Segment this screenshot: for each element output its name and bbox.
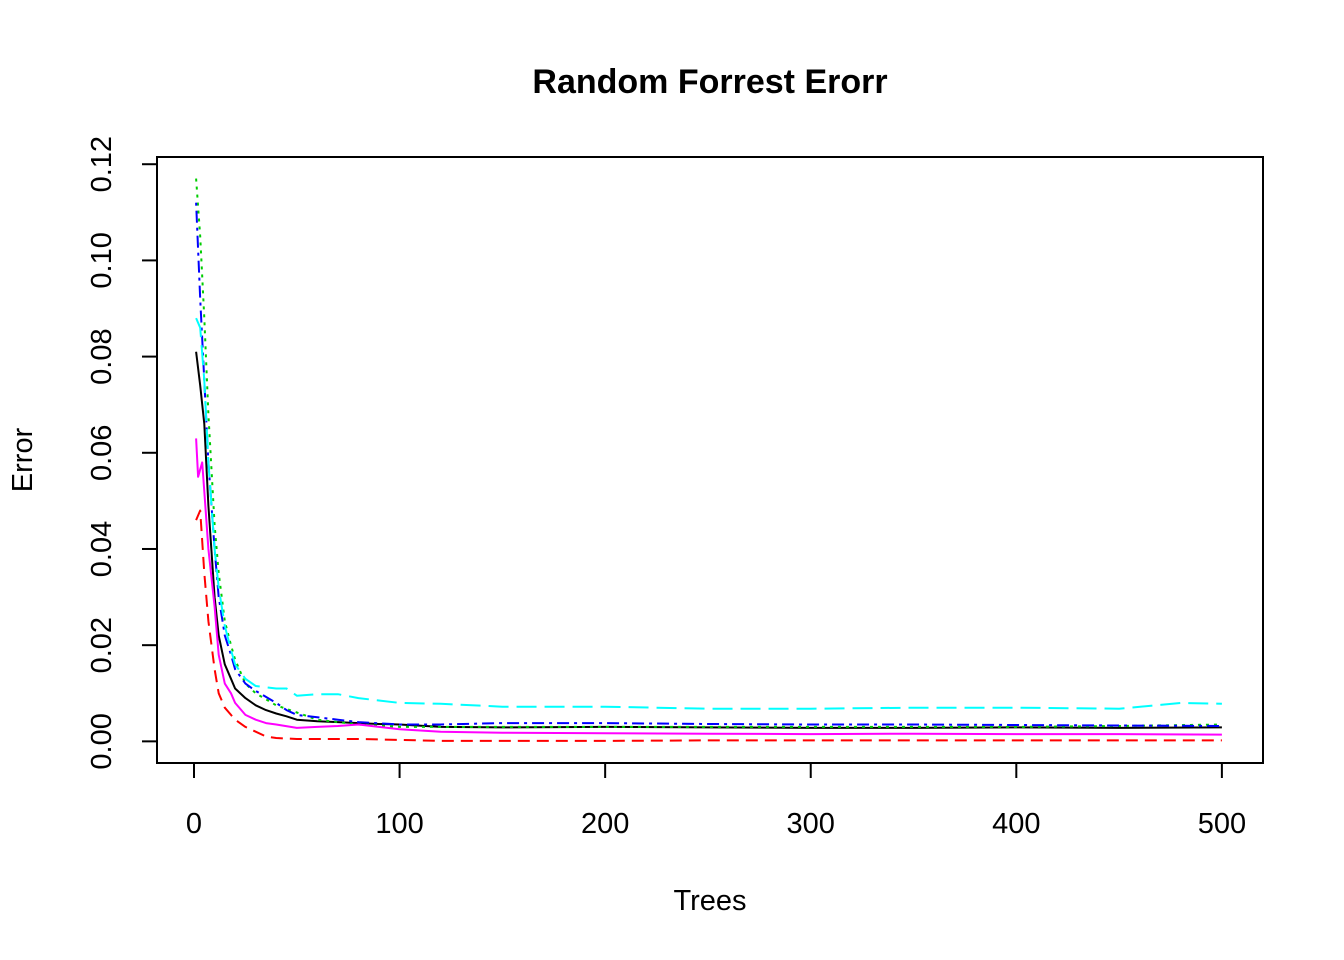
x-tick-label: 300 [787, 808, 835, 840]
y-tick-label: 0.12 [86, 136, 118, 192]
x-tick-label: 0 [186, 808, 202, 840]
y-axis-label: Error [7, 427, 39, 492]
y-tick-label: 0.04 [86, 521, 118, 577]
y-tick-label: 0.02 [86, 617, 118, 673]
x-axis: 0 100 200 300 400 500 [186, 762, 1246, 840]
series-line-1 [195, 351, 1222, 729]
y-tick-label: 0.10 [86, 232, 118, 288]
series-line-4 [195, 202, 1222, 727]
series-layer [195, 178, 1222, 742]
y-axis: 0.00 0.02 0.04 0.06 0.08 0.10 0.12 [86, 136, 158, 770]
x-tick-label: 400 [992, 808, 1040, 840]
series-line-2 [195, 509, 1222, 742]
series-line-3 [195, 178, 1222, 728]
series-line-5 [195, 317, 1222, 710]
y-tick-label: 0.06 [86, 425, 118, 481]
x-tick-label: 200 [581, 808, 629, 840]
chart-title: Random Forrest Erorr [532, 63, 887, 101]
y-tick-label: 0.08 [86, 328, 118, 384]
x-tick-label: 500 [1198, 808, 1246, 840]
x-axis-label: Trees [673, 885, 746, 917]
x-tick-label: 100 [375, 808, 423, 840]
plot-area-frame [156, 156, 1264, 764]
y-tick-label: 0.00 [86, 713, 118, 769]
series-line-6 [195, 438, 1222, 736]
